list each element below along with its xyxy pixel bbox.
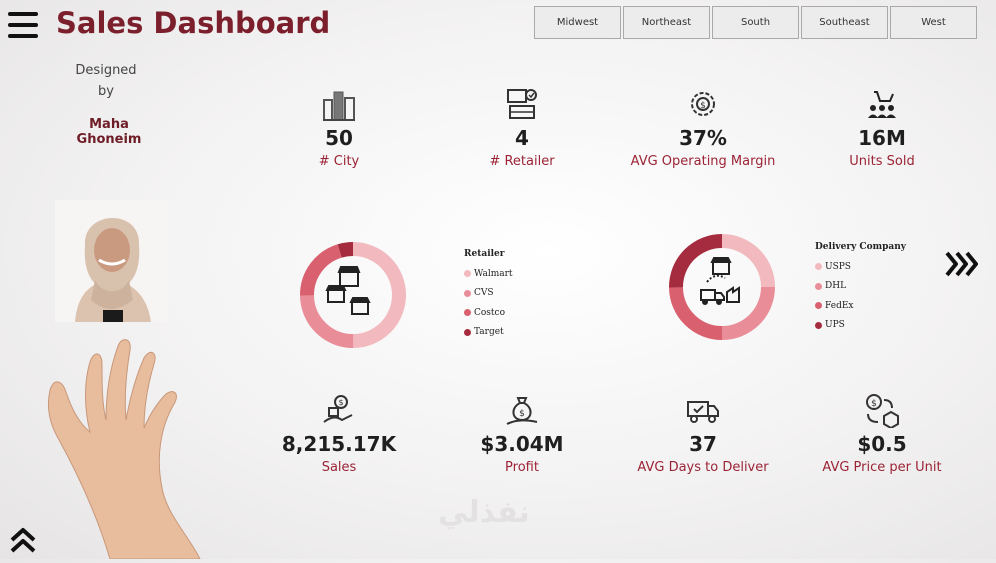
kpi-label: Profit bbox=[505, 460, 539, 475]
legend-item[interactable]: Target bbox=[464, 323, 513, 343]
delivery-truck-icon bbox=[687, 401, 719, 423]
region-tab-midwest[interactable]: Midwest bbox=[534, 6, 621, 39]
legend-dot bbox=[464, 309, 471, 317]
menu-icon[interactable] bbox=[8, 12, 38, 38]
units-sold-icon bbox=[868, 91, 896, 118]
kpi-units-sold: 16M Units Sold bbox=[792, 86, 972, 169]
price-exchange-icon: $ bbox=[866, 394, 899, 428]
region-tab-west[interactable]: West bbox=[890, 6, 977, 39]
kpi-value: $3.04M bbox=[480, 432, 564, 456]
kpi-retailer: 4 # Retailer bbox=[432, 86, 612, 169]
legend-dot bbox=[464, 328, 471, 336]
kpi-label: AVG Operating Margin bbox=[630, 154, 776, 169]
designed-text: Designed bbox=[75, 63, 137, 78]
region-tab-southeast[interactable]: Southeast bbox=[801, 6, 888, 39]
legend-dot bbox=[464, 270, 471, 278]
kpi-value: 37% bbox=[679, 126, 727, 150]
legend-dot bbox=[815, 302, 822, 310]
scroll-up-icon[interactable] bbox=[9, 526, 37, 554]
legend-dot bbox=[464, 289, 471, 297]
retailer-donut-chart[interactable] bbox=[298, 240, 408, 350]
legend-item[interactable]: FedEx bbox=[815, 296, 906, 316]
legend-item[interactable]: DHL bbox=[815, 277, 906, 297]
kpi-value: 8,215.17K bbox=[281, 432, 397, 456]
legend-item[interactable]: CVS bbox=[464, 284, 513, 304]
designed-by-label: Designed by bbox=[56, 60, 156, 102]
legend-label: Walmart bbox=[474, 268, 513, 279]
kpi-label: Sales bbox=[321, 460, 357, 475]
kpi-days-to-deliver: 37 AVG Days to Deliver bbox=[613, 392, 793, 475]
legend-label: CVS bbox=[474, 288, 494, 299]
page-title: Sales Dashboard bbox=[56, 6, 331, 40]
legend-label: DHL bbox=[825, 281, 847, 292]
legend-label: FedEx bbox=[825, 300, 854, 311]
legend-label: USPS bbox=[825, 261, 851, 272]
kpi-label: AVG Price per Unit bbox=[822, 460, 942, 475]
kpi-value: 37 bbox=[689, 432, 717, 456]
kpi-value: 16M bbox=[858, 126, 906, 150]
region-tab-south[interactable]: South bbox=[712, 6, 799, 39]
svg-text:$: $ bbox=[338, 398, 343, 407]
delivery-icon bbox=[700, 257, 740, 305]
author-photo bbox=[55, 200, 168, 322]
legend-item[interactable]: Walmart bbox=[464, 264, 513, 284]
retailer-legend: Retailer Walmart CVS Costco Target bbox=[464, 249, 513, 342]
profit-bag-icon: $ bbox=[506, 397, 538, 425]
kpi-value: 50 bbox=[325, 126, 353, 150]
legend-dot bbox=[815, 263, 822, 271]
author-name: Maha Ghoneim bbox=[76, 117, 142, 147]
hand-graphic bbox=[40, 328, 220, 560]
delivery-donut-chart[interactable] bbox=[667, 232, 777, 342]
kpi-price-per-unit: $ $0.5 AVG Price per Unit bbox=[792, 392, 972, 475]
legend-dot bbox=[815, 321, 822, 329]
svg-text:$: $ bbox=[700, 101, 706, 111]
sales-icon: $ bbox=[323, 395, 353, 423]
legend-label: Target bbox=[474, 327, 504, 338]
legend-title: Retailer bbox=[464, 249, 505, 259]
next-page-icon[interactable] bbox=[944, 250, 978, 278]
svg-text:$: $ bbox=[519, 409, 525, 419]
legend-label: Costco bbox=[474, 307, 505, 318]
kpi-label: AVG Days to Deliver bbox=[637, 460, 769, 475]
legend-title: Delivery Company bbox=[815, 242, 907, 252]
watermark-logo: نفذلي bbox=[438, 495, 530, 530]
legend-item[interactable]: Costco bbox=[464, 303, 513, 323]
margin-gear-icon: $ bbox=[691, 92, 715, 116]
legend-dot bbox=[815, 282, 822, 290]
kpi-label: Units Sold bbox=[849, 154, 915, 169]
svg-text:$: $ bbox=[871, 399, 877, 409]
region-tab-northeast[interactable]: Northeast bbox=[623, 6, 710, 39]
kpi-profit: $ $3.04M Profit bbox=[432, 392, 612, 475]
kpi-value: 4 bbox=[515, 126, 529, 150]
retailer-icon bbox=[507, 89, 537, 119]
kpi-value: $0.5 bbox=[857, 432, 907, 456]
kpi-city: 50 # City bbox=[249, 86, 429, 169]
delivery-legend: Delivery Company USPS DHL FedEx UPS bbox=[815, 242, 906, 335]
stores-icon bbox=[325, 266, 371, 315]
kpi-sales: $ 8,215.17K Sales bbox=[249, 392, 429, 475]
legend-label: UPS bbox=[825, 320, 845, 331]
kpi-label: # City bbox=[318, 154, 360, 169]
kpi-operating-margin: $ 37% AVG Operating Margin bbox=[613, 86, 793, 169]
legend-item[interactable]: UPS bbox=[815, 316, 906, 336]
by-text: by bbox=[98, 84, 114, 99]
region-filter: Midwest Northeast South Southeast West bbox=[534, 6, 977, 39]
legend-item[interactable]: USPS bbox=[815, 257, 906, 277]
kpi-label: # Retailer bbox=[489, 154, 555, 169]
city-buildings-icon bbox=[323, 91, 355, 121]
